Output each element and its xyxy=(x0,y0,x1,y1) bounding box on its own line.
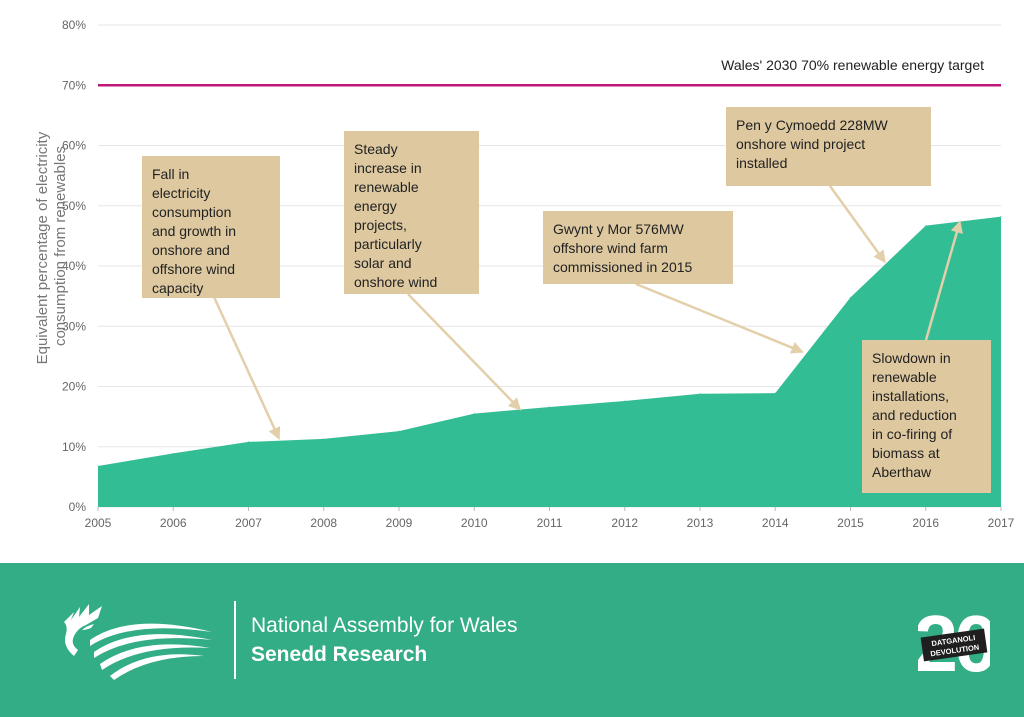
annotation-box: Gwynt y Mor 576MW offshore wind farm commi… xyxy=(543,211,733,284)
annotation-arrow xyxy=(828,185,886,264)
data-point xyxy=(473,413,475,415)
x-tick-label: 2008 xyxy=(310,516,337,530)
department-name: Senedd Research xyxy=(251,643,428,666)
data-point xyxy=(1000,216,1002,218)
annotation-box: Slowdown in renewable installations, and re… xyxy=(862,340,991,493)
y-tick-label: 60% xyxy=(62,139,86,153)
y-tick-label: 50% xyxy=(62,199,86,213)
annotation-text-line: onshore wind project xyxy=(736,136,866,152)
x-tick-label: 2016 xyxy=(912,516,939,530)
y-tick-label: 70% xyxy=(62,78,86,92)
x-tick-label: 2012 xyxy=(611,516,638,530)
y-tick-label: 80% xyxy=(62,18,86,32)
y-tick-label: 40% xyxy=(62,259,86,273)
data-point xyxy=(398,430,400,432)
annotation-text-line: particularly xyxy=(354,236,422,252)
data-point xyxy=(323,438,325,440)
y-axis-label-line-2: consumption from renewables xyxy=(52,146,69,346)
area-fill xyxy=(98,216,1001,507)
y-tick-label: 0% xyxy=(69,500,87,514)
annotation-text-line: onshore wind xyxy=(354,274,438,290)
x-tick-label: 2007 xyxy=(235,516,262,530)
x-tick-label: 2014 xyxy=(762,516,789,530)
annotation-text-line: onshore and xyxy=(152,242,230,258)
x-tick-label: 2011 xyxy=(537,516,563,530)
annotation-arrows xyxy=(212,185,963,440)
annotation-arrow xyxy=(212,296,281,440)
dragon-logo-icon xyxy=(64,604,212,680)
x-axis-ticks: 2005 2006 2007 2008 2009 2010 2011 2012 2013 2014… xyxy=(85,507,1015,530)
data-point xyxy=(549,406,550,408)
annotation-text-line: renewable xyxy=(872,369,937,385)
annotation-text-line: commissioned in 2015 xyxy=(553,259,693,275)
annotation-text-line: installations, xyxy=(872,388,950,404)
devolution-20-badge: 20 DATGANOLI DEVOLUTION xyxy=(918,599,990,681)
annotation-text-line: energy xyxy=(354,198,397,214)
annotation-text-line: consumption xyxy=(152,204,232,220)
x-tick-label: 2009 xyxy=(386,516,413,530)
annotation-text-line: and growth in xyxy=(152,223,237,239)
data-point xyxy=(850,296,851,298)
annotation-text-line: renewable xyxy=(354,179,419,195)
annotation-text-line: capacity xyxy=(152,280,204,296)
data-point xyxy=(624,400,626,402)
data-point xyxy=(774,392,776,394)
x-tick-label: 2013 xyxy=(687,516,714,530)
annotation-text-line: biomass at xyxy=(872,445,940,461)
x-tick-label: 2005 xyxy=(85,516,112,530)
y-axis-label: Equivalent percentage of electricity con… xyxy=(34,128,69,365)
annotation-text-line: offshore wind xyxy=(152,261,236,277)
annotation-text-line: projects, xyxy=(354,217,407,233)
x-tick-label: 2017 xyxy=(988,516,1015,530)
y-tick-label: 30% xyxy=(62,319,86,333)
data-point xyxy=(925,225,927,227)
annotation-text-line: Steady xyxy=(354,141,398,157)
y-axis-label-line-1: Equivalent percentage of electricity xyxy=(34,131,51,364)
annotation-text-line: Gwynt y Mor 576MW xyxy=(553,221,684,237)
annotation-text-line: electricity xyxy=(152,185,211,201)
annotation-arrow xyxy=(924,220,963,341)
annotation-text-line: increase in xyxy=(354,160,422,176)
footer-divider xyxy=(234,601,236,679)
target-line-label: Wales' 2030 70% renewable energy target xyxy=(721,57,984,73)
annotation-text-line: and reduction xyxy=(872,407,957,423)
annotation-text-line: Aberthaw xyxy=(872,464,932,480)
x-tick-label: 2006 xyxy=(160,516,187,530)
annotation-box: Steady increase in renewable energy projects… xyxy=(344,131,479,294)
y-tick-label: 10% xyxy=(62,440,86,454)
data-point xyxy=(248,441,249,443)
x-tick-label: 2010 xyxy=(461,516,488,530)
footer-banner xyxy=(0,563,1024,717)
annotation-text-line: Slowdown in xyxy=(872,350,951,366)
data-point xyxy=(172,452,174,454)
annotation-box: Pen y Cymoedd 228MW onshore wind project i… xyxy=(726,107,931,186)
annotation-text-line: installed xyxy=(736,155,788,171)
annotation-text-line: offshore wind farm xyxy=(553,240,668,256)
annotation-text-line: Pen y Cymoedd 228MW xyxy=(736,117,888,133)
area-series xyxy=(97,216,1002,507)
annotation-text-line: solar and xyxy=(354,255,412,271)
annotation-text-line: in co-firing of xyxy=(872,426,953,442)
x-tick-label: 2015 xyxy=(837,516,864,530)
organisation-name: National Assembly for Wales xyxy=(251,614,518,637)
annotation-arrow xyxy=(407,293,522,411)
data-point xyxy=(97,465,99,467)
target-line-group: Wales' 2030 70% renewable energy target xyxy=(98,57,1001,87)
annotation-arrow xyxy=(635,282,804,354)
y-tick-label: 20% xyxy=(62,380,86,394)
annotation-text-line: Fall in xyxy=(152,166,190,182)
annotation-box: Fall in electricity consumption and growth … xyxy=(142,156,280,298)
data-point xyxy=(699,393,701,395)
y-axis-ticks: 0% 10% 20% 30% 40% 50% 60% 70% 80% xyxy=(62,18,86,514)
